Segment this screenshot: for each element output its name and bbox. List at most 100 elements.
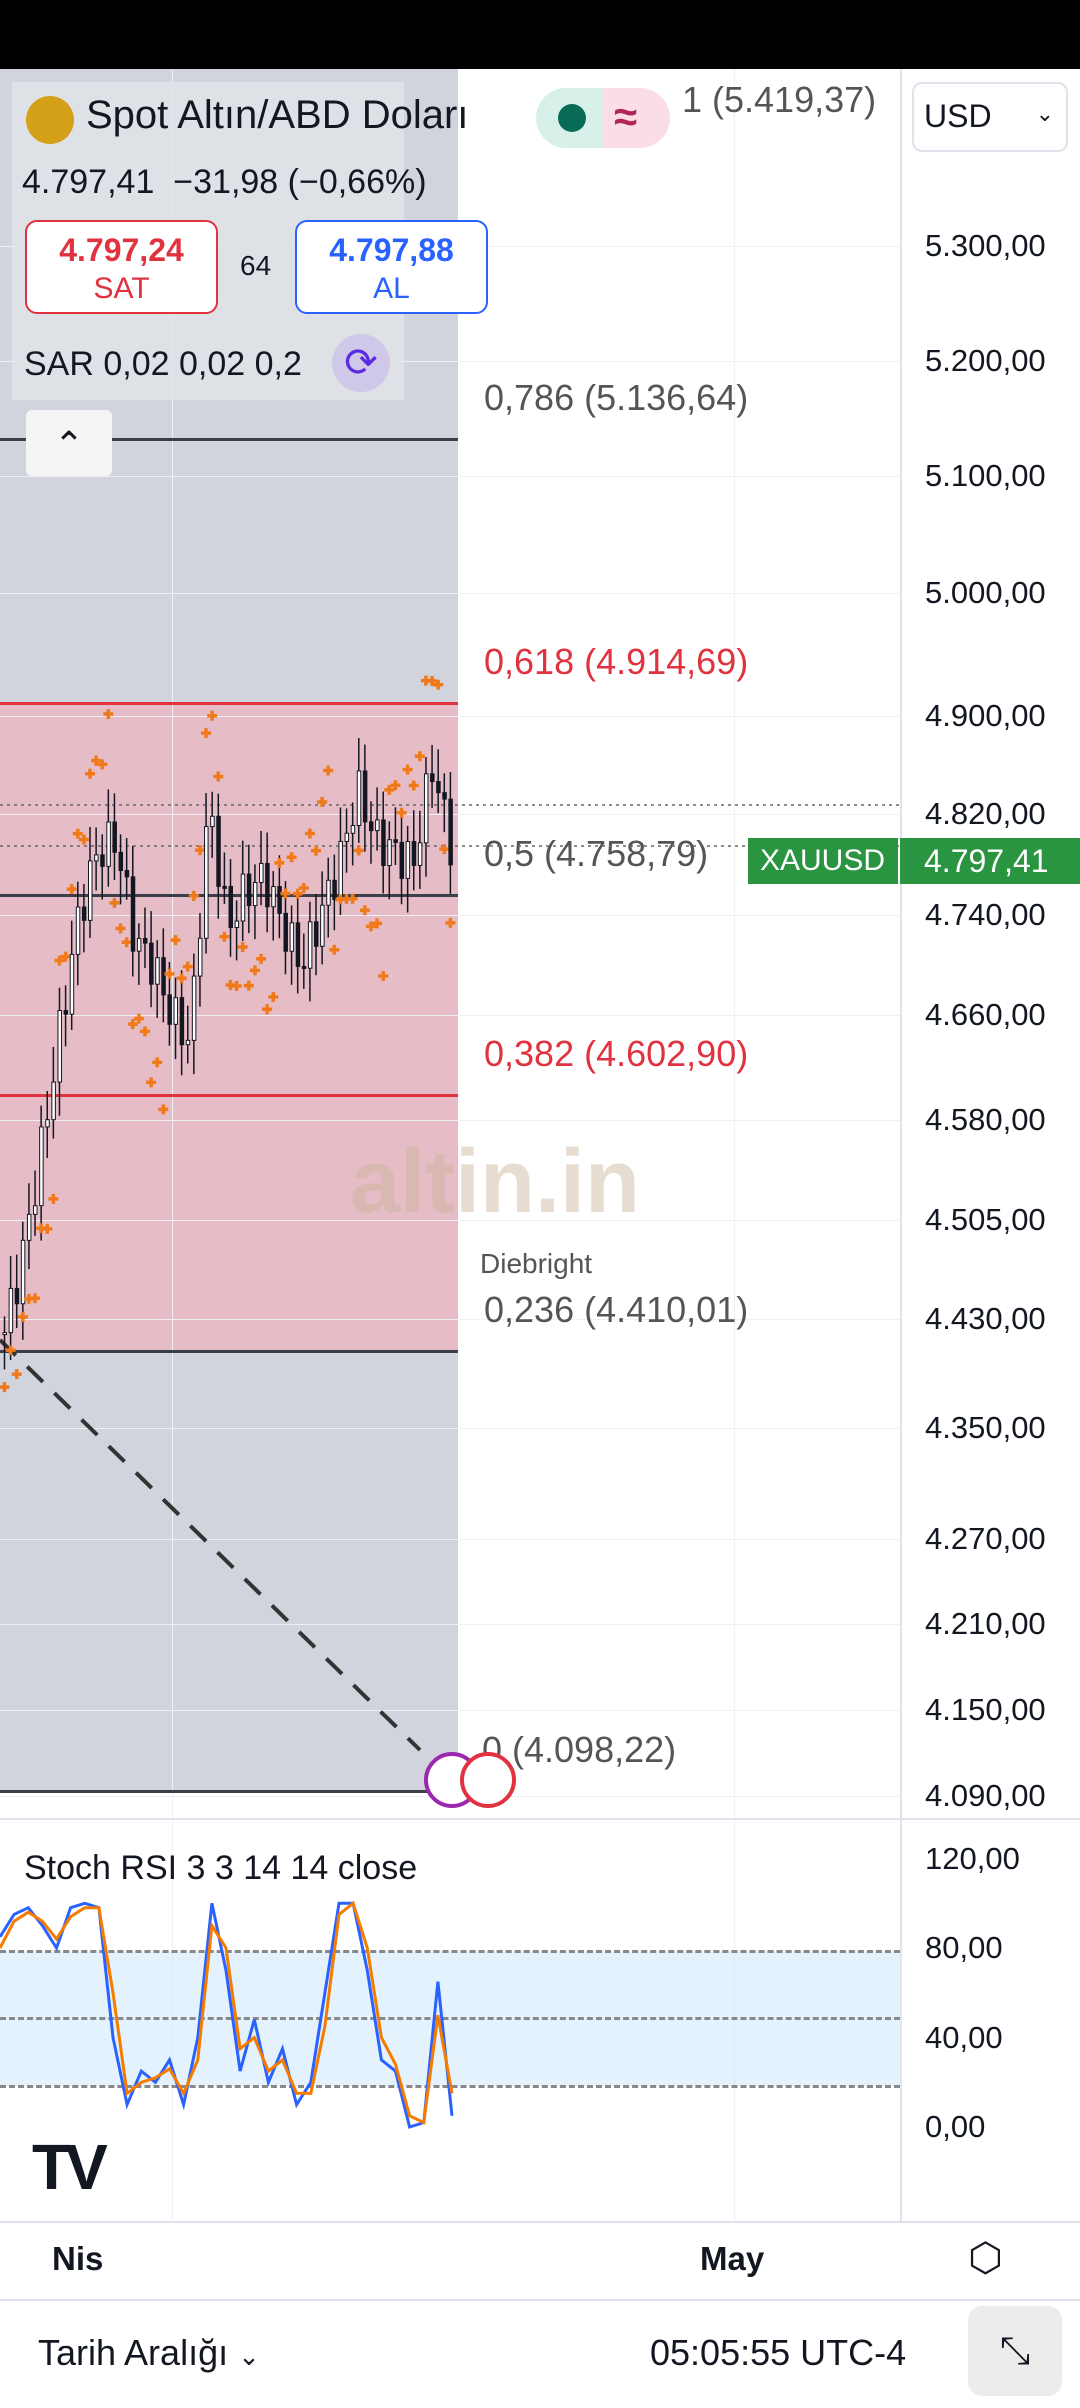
approx-icon: ≈ — [614, 93, 638, 140]
grid-line — [0, 1624, 900, 1625]
candle — [81, 906, 87, 921]
candle — [356, 770, 362, 826]
sar-dot — [292, 888, 303, 899]
candle — [430, 773, 435, 783]
market-open-icon — [558, 104, 586, 132]
price-axis-border — [900, 69, 902, 2221]
candle — [167, 994, 172, 1025]
chevron-down-icon: ⌄ — [238, 2341, 260, 2371]
fib-label: 0,618 (4.914,69) — [484, 641, 749, 682]
fib-line[interactable] — [0, 1094, 458, 1097]
sell-button[interactable]: 4.797,24 SAT — [25, 220, 218, 314]
sar-dot — [268, 991, 279, 1002]
candle — [216, 815, 221, 887]
candle — [8, 1287, 14, 1334]
sar-dot — [304, 828, 315, 839]
sar-dot — [256, 953, 267, 964]
price-tick: 4.270,00 — [925, 1521, 1046, 1556]
date-range-button[interactable]: Tarih Aralığı ⌄ — [38, 2332, 260, 2377]
sar-dot — [103, 708, 114, 719]
sar-dot — [298, 882, 309, 893]
candle — [301, 965, 307, 969]
price-tick: 5.200,00 — [925, 343, 1046, 378]
time-label: May — [700, 2240, 765, 2277]
grid-line — [0, 1220, 900, 1221]
candle — [283, 912, 288, 952]
spread: 64 — [240, 250, 272, 281]
sar-dot — [72, 828, 83, 839]
candle — [33, 1205, 38, 1215]
grid-line — [0, 361, 900, 362]
candle — [265, 862, 270, 908]
candle — [57, 1009, 62, 1083]
sar-dot — [372, 918, 383, 929]
price-tick: 5.100,00 — [925, 458, 1046, 493]
candle — [344, 832, 350, 842]
candle — [271, 886, 276, 908]
candle — [39, 1126, 44, 1207]
grid-line — [0, 1710, 900, 1711]
candle — [423, 773, 429, 844]
sar-dot — [249, 965, 260, 976]
sar-dot — [48, 1193, 59, 1204]
tradingview-logo[interactable]: TV — [32, 2131, 108, 2203]
sar-dot — [66, 884, 77, 895]
sar-dot — [359, 905, 370, 916]
stoch-title[interactable]: Stoch RSI 3 3 14 14 close — [24, 1849, 418, 1887]
grid-line — [0, 716, 900, 717]
sar-dot — [17, 1311, 28, 1322]
candle — [94, 854, 99, 862]
candle — [112, 821, 117, 853]
candle — [381, 819, 386, 866]
pane-divider — [0, 1818, 1080, 1820]
refresh-icon[interactable]: ⟳ — [332, 334, 390, 392]
sar-dot — [317, 797, 328, 808]
candle — [100, 854, 105, 867]
currency-select[interactable]: USD ⌄ — [912, 82, 1068, 152]
candle — [326, 879, 331, 906]
sar-dot — [158, 1104, 169, 1115]
price-tick: 4.150,00 — [925, 1692, 1046, 1727]
grid-line — [0, 1539, 900, 1540]
grid-line — [0, 1319, 900, 1320]
candle — [14, 1287, 20, 1305]
sar-dot — [311, 845, 322, 856]
exit-fullscreen-button[interactable]: ⤡ — [968, 2306, 1062, 2396]
sar-dot — [182, 961, 193, 972]
market-status-pill[interactable]: ≈ — [536, 88, 670, 148]
sar-dot — [97, 759, 108, 770]
candle — [173, 997, 179, 1025]
us-flag-icon[interactable] — [460, 1752, 516, 1808]
currency-value: USD — [924, 98, 992, 134]
candle — [136, 937, 142, 952]
sar-dot — [85, 768, 96, 779]
buy-button[interactable]: 4.797,88 AL — [295, 220, 488, 314]
indicator-legend[interactable]: SAR 0,02 0,02 0,2 — [24, 345, 302, 383]
fib-line[interactable] — [0, 438, 458, 441]
candle — [277, 886, 282, 914]
symbol-title[interactable]: Spot Altın/ABD Doları — [86, 93, 469, 137]
candle — [45, 1119, 50, 1128]
fib-line[interactable] — [0, 1790, 458, 1793]
sar-dot — [42, 1223, 53, 1234]
sar-dot — [176, 973, 187, 984]
sar-dot — [323, 765, 334, 776]
candle — [197, 937, 203, 977]
candle — [75, 906, 81, 955]
sar-dot — [0, 1382, 10, 1393]
trend-line[interactable] — [0, 1338, 422, 1752]
sar-dot — [54, 955, 65, 966]
stoch-mid-line — [0, 2017, 900, 2020]
stoch-tick: 0,00 — [925, 2109, 986, 2144]
sar-dot — [353, 845, 364, 856]
stoch-k-line — [0, 1901, 454, 2129]
candle — [259, 862, 264, 884]
fib-line[interactable] — [0, 1350, 458, 1353]
price-chart[interactable] — [0, 0, 1080, 2220]
candle — [368, 821, 374, 832]
fib-line[interactable] — [0, 702, 458, 705]
sar-dot — [384, 784, 395, 795]
price-tick: 4.090,00 — [925, 1778, 1046, 1813]
settings-icon[interactable]: ⬡ — [968, 2236, 1003, 2280]
collapse-legend-button[interactable]: ⌃ — [26, 410, 112, 476]
